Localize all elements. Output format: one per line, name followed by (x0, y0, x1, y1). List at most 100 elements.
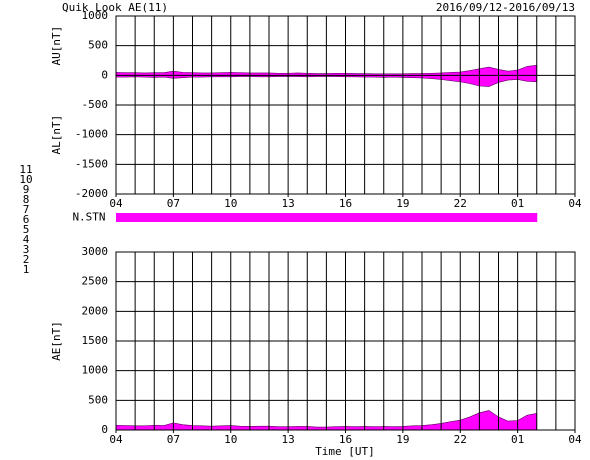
station-count (402, 213, 413, 222)
station-count (479, 213, 490, 222)
plot-frame (115, 15, 576, 195)
station-count (192, 213, 203, 222)
station-count (508, 213, 519, 222)
y-tick-label: 1000 (82, 9, 109, 22)
station-count (269, 213, 280, 222)
station-legend-label: 11 (19, 163, 32, 176)
y-tick-label: 2000 (82, 304, 109, 317)
station-count (469, 213, 480, 222)
data-area (115, 64, 538, 76)
station-legend-label: 10 (19, 173, 32, 186)
station-count (460, 213, 471, 222)
station-count (230, 213, 241, 222)
y-axis-label: AU[nT] (50, 26, 63, 66)
station-count (422, 213, 433, 222)
station-count (154, 213, 165, 222)
y-tick-label: -2000 (75, 187, 108, 200)
station-count (202, 213, 213, 222)
plot-frame (115, 251, 576, 431)
x-tick-label: 22 (454, 197, 467, 210)
x-tick-label: 01 (511, 197, 524, 210)
x-tick-label: 13 (282, 197, 295, 210)
y-tick-label: 3000 (82, 245, 109, 258)
station-count (173, 213, 184, 222)
station-count (116, 213, 127, 222)
station-count (355, 213, 366, 222)
station-count (364, 213, 375, 222)
station-count (278, 213, 289, 222)
station-count (316, 213, 327, 222)
date-range: 2016/09/12-2016/09/13 (436, 1, 575, 14)
station-count (374, 213, 385, 222)
y-tick-label: 500 (88, 39, 108, 52)
y-tick-label: -500 (82, 98, 109, 111)
station-legend-label: 3 (23, 243, 30, 256)
station-count (125, 213, 136, 222)
x-tick-label: 16 (339, 197, 352, 210)
station-legend-label: 6 (23, 213, 30, 226)
station-legend-label: 8 (23, 193, 30, 206)
data-area (115, 410, 538, 431)
x-axis-label: Time [UT] (315, 445, 375, 458)
strip-label: N.STN (72, 211, 105, 224)
y-axis-label: AE[nT] (50, 321, 63, 361)
station-count (221, 213, 232, 222)
station-count (383, 213, 394, 222)
station-legend-label: 7 (23, 203, 30, 216)
y-tick-label: 0 (101, 423, 108, 436)
y-tick-label: 500 (88, 393, 108, 406)
x-tick-label: 22 (454, 433, 467, 446)
data-area (115, 75, 538, 87)
station-count (249, 213, 260, 222)
x-tick-label: 04 (109, 433, 123, 446)
station-count (527, 213, 538, 222)
station-count (393, 213, 404, 222)
x-tick-label: 07 (167, 433, 180, 446)
x-tick-label: 19 (396, 433, 409, 446)
station-count (335, 213, 346, 222)
station-count (450, 213, 461, 222)
station-count (498, 213, 509, 222)
chart-title: Quik Look AE(11) (62, 1, 168, 14)
y-tick-label: 1500 (82, 334, 109, 347)
y-tick-label: 0 (101, 68, 108, 81)
x-tick-label: 04 (109, 197, 123, 210)
station-count (211, 213, 222, 222)
station-count (288, 213, 299, 222)
y-axis-label: AL[nT] (50, 115, 63, 155)
station-count (144, 213, 155, 222)
station-legend-label: 5 (23, 223, 30, 236)
station-count (441, 213, 452, 222)
y-tick-label: 2500 (82, 275, 109, 288)
station-count (488, 213, 499, 222)
station-count (345, 213, 356, 222)
x-tick-label: 16 (339, 433, 352, 446)
station-count (412, 213, 423, 222)
station-count (297, 213, 308, 222)
x-tick-label: 10 (224, 197, 237, 210)
x-tick-label: 13 (282, 433, 295, 446)
station-legend-label: 2 (23, 253, 30, 266)
x-tick-label: 04 (568, 197, 582, 210)
station-count (307, 213, 318, 222)
station-count (240, 213, 251, 222)
station-count (163, 213, 174, 222)
station-count (326, 213, 337, 222)
y-tick-label: 1000 (82, 364, 109, 377)
x-tick-label: 01 (511, 433, 524, 446)
y-tick-label: -1500 (75, 157, 108, 170)
station-count (182, 213, 193, 222)
x-tick-label: 04 (568, 433, 582, 446)
station-legend-label: 4 (23, 233, 30, 246)
station-count (517, 213, 528, 222)
x-tick-label: 10 (224, 433, 237, 446)
station-legend-label: 1 (23, 263, 30, 276)
y-tick-label: -1000 (75, 128, 108, 141)
x-tick-label: 19 (396, 197, 409, 210)
station-count (135, 213, 146, 222)
station-count (259, 213, 270, 222)
station-legend-label: 9 (23, 183, 30, 196)
x-tick-label: 07 (167, 197, 180, 210)
station-count (431, 213, 442, 222)
